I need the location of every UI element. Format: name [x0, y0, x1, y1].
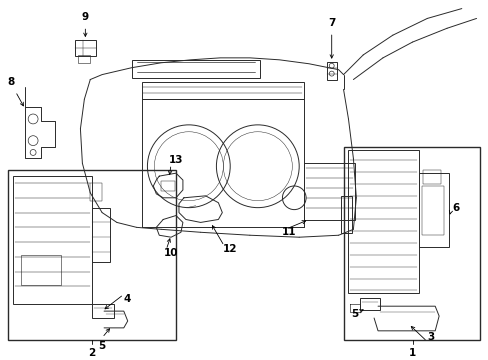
Bar [348, 150, 419, 293]
Bar [90, 183, 102, 201]
Bar [92, 208, 110, 262]
Text: 10: 10 [164, 248, 178, 258]
Bar [422, 186, 443, 235]
Text: 7: 7 [327, 18, 335, 28]
Text: 9: 9 [81, 12, 89, 22]
Bar [78, 55, 90, 63]
Bar [360, 298, 379, 310]
Text: 11: 11 [281, 227, 295, 237]
Text: 3: 3 [427, 332, 434, 342]
Bar [326, 62, 336, 80]
Text: 5: 5 [98, 341, 105, 351]
Bar [161, 181, 175, 191]
Bar [141, 81, 304, 99]
Bar [74, 40, 96, 56]
Text: 5: 5 [350, 309, 358, 319]
Bar [343, 147, 479, 340]
Text: 12: 12 [222, 244, 236, 254]
Bar [304, 163, 355, 220]
Bar [340, 196, 352, 233]
Bar [419, 173, 448, 247]
Bar [8, 170, 176, 340]
Bar [92, 304, 114, 318]
Text: 13: 13 [169, 156, 183, 165]
Text: 4: 4 [123, 294, 131, 304]
Bar [21, 255, 61, 284]
Text: 2: 2 [88, 348, 96, 357]
Text: 6: 6 [451, 203, 458, 213]
Bar [13, 176, 92, 304]
Text: 1: 1 [408, 348, 415, 357]
Text: 8: 8 [8, 77, 15, 87]
Bar [423, 170, 440, 184]
Bar [131, 60, 259, 77]
